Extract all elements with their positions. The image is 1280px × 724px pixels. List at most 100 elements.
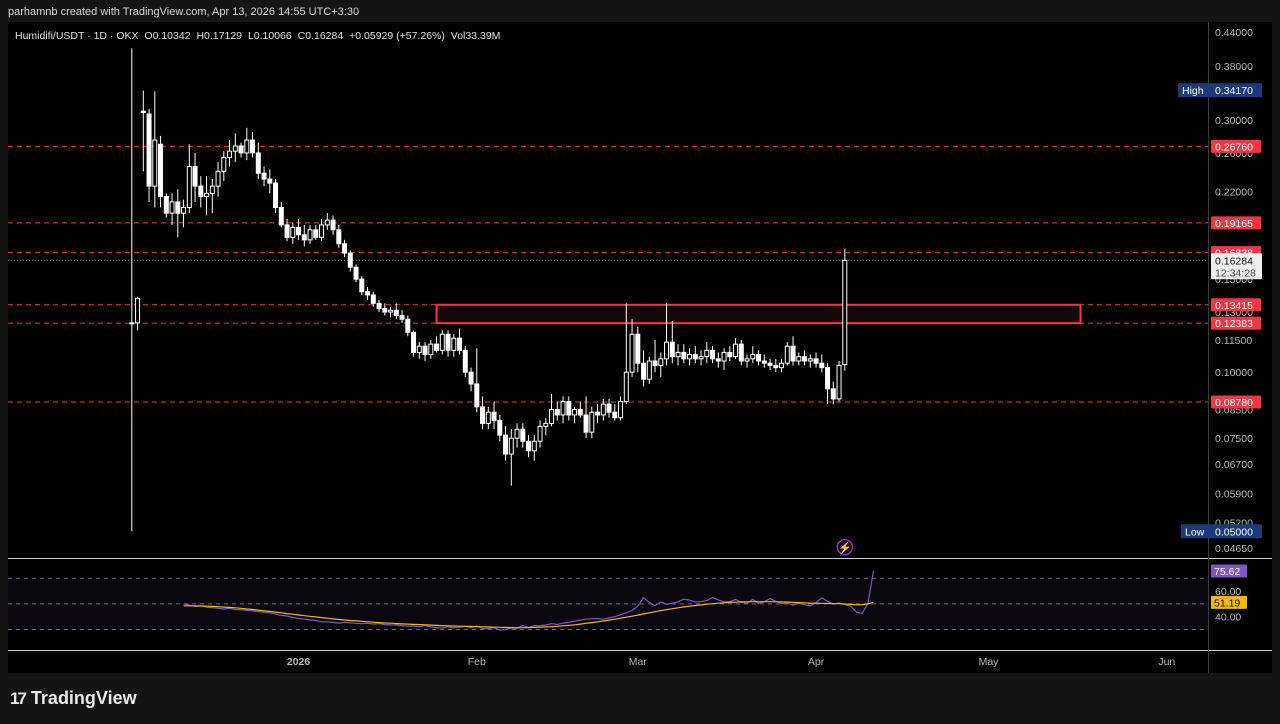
candle-body — [830, 388, 836, 400]
candle-body — [531, 440, 537, 452]
level-label: 0.08780 — [1215, 397, 1253, 409]
rsi-value-badge — [1211, 564, 1247, 578]
time-tick-label: Apr — [808, 656, 825, 668]
level-badge — [1211, 395, 1261, 409]
high-label: High — [1182, 85, 1204, 97]
candle-body — [434, 343, 440, 351]
candle-body — [284, 224, 290, 238]
legend-symbol: Humidifi/USDT · 1D · OKX — [15, 30, 139, 42]
candle-body — [135, 297, 141, 324]
lightning-icon — [836, 538, 854, 556]
candle-body — [825, 367, 831, 390]
candle-body — [842, 259, 848, 365]
candle-body — [393, 309, 399, 317]
candle-body — [692, 354, 698, 360]
candle-body — [405, 318, 411, 333]
candle-body — [491, 411, 497, 422]
candle-body — [158, 143, 164, 198]
candle-body — [773, 364, 779, 369]
candle-body — [526, 440, 532, 452]
candle-body — [738, 343, 744, 362]
tradingview-logo-icon: 17 — [10, 688, 27, 708]
candle-body — [411, 331, 417, 353]
candle-body — [238, 145, 244, 154]
level-label: 0.12383 — [1215, 318, 1253, 330]
candle-body — [802, 356, 808, 362]
candle-body — [589, 411, 595, 433]
candle-body — [169, 201, 175, 214]
candle-body — [365, 291, 371, 296]
candle-body — [721, 351, 727, 362]
candle-body — [428, 343, 434, 356]
rsi-pane: 60.00 40.00 75.62 51.19 — [8, 564, 1247, 631]
level-badge — [1211, 298, 1261, 312]
candle-body — [399, 315, 405, 320]
last-price-badge — [1211, 253, 1262, 280]
price-tick-label: 0.44000 — [1215, 27, 1253, 39]
candle-body — [261, 172, 267, 180]
level-label: 0.13415 — [1215, 300, 1253, 312]
candle-body — [549, 408, 555, 424]
candle-body — [278, 206, 284, 226]
candle-body — [307, 229, 313, 241]
candle-body — [181, 206, 187, 214]
candle-body — [209, 185, 215, 194]
low-label: Low — [1185, 526, 1205, 538]
price-tick-label: 0.05900 — [1215, 488, 1253, 500]
candle-body — [750, 354, 756, 360]
high-value: 0.34170 — [1215, 85, 1253, 97]
candle-body — [146, 113, 152, 187]
candle-body — [715, 358, 721, 362]
candle-body — [503, 434, 509, 455]
attribution: parhamnb created with TradingView.com, A… — [8, 6, 360, 18]
candle-body — [514, 428, 520, 439]
candle-body — [198, 185, 204, 198]
candle-body — [129, 322, 135, 325]
candle-body — [779, 362, 785, 369]
time-tick-label: 2026 — [287, 656, 311, 668]
candle-body — [290, 226, 296, 238]
candle-body — [790, 345, 796, 362]
last-price-label: 0.16284 — [1215, 255, 1253, 267]
legend-high: H0.17129 — [196, 30, 243, 42]
candle-body — [480, 406, 486, 424]
candle-body — [388, 309, 394, 313]
level-label: 0.19165 — [1215, 218, 1253, 230]
candle-body — [330, 219, 336, 231]
level-badge — [1211, 139, 1261, 153]
candle-body — [796, 356, 802, 362]
candle-body — [296, 226, 302, 236]
candle-body — [140, 110, 146, 114]
candle-body — [669, 341, 675, 358]
candle-body — [681, 351, 687, 360]
candle-body — [445, 333, 451, 351]
candle-body — [474, 383, 480, 408]
candle-body — [600, 403, 606, 416]
candle-body — [255, 152, 261, 174]
tradingview-logo[interactable]: 17 TradingView — [10, 688, 137, 709]
candle-body — [215, 170, 221, 187]
candle-body — [313, 229, 319, 238]
candle-body — [267, 178, 273, 184]
candle-body — [675, 351, 681, 358]
candle-body — [577, 408, 583, 416]
candle-body — [227, 150, 233, 158]
candle-body — [416, 345, 422, 353]
candle-body — [273, 182, 279, 208]
candle-body — [204, 192, 210, 198]
candle-body — [439, 333, 445, 351]
high-badge — [1178, 83, 1262, 98]
candle-body — [232, 145, 238, 152]
candle-body — [784, 345, 790, 364]
candle-body — [451, 337, 457, 351]
candle-body — [566, 401, 572, 416]
time-tick-label: Mar — [629, 656, 648, 668]
symbol-legend: Humidifi/USDT · 1D · OKX O0.10342 H0.171… — [15, 30, 503, 42]
candle-body — [807, 358, 813, 362]
candle-body — [646, 360, 652, 380]
candle-body — [342, 243, 348, 254]
candle-body — [186, 166, 192, 208]
candle-body — [250, 139, 256, 154]
candle-body — [572, 408, 578, 416]
